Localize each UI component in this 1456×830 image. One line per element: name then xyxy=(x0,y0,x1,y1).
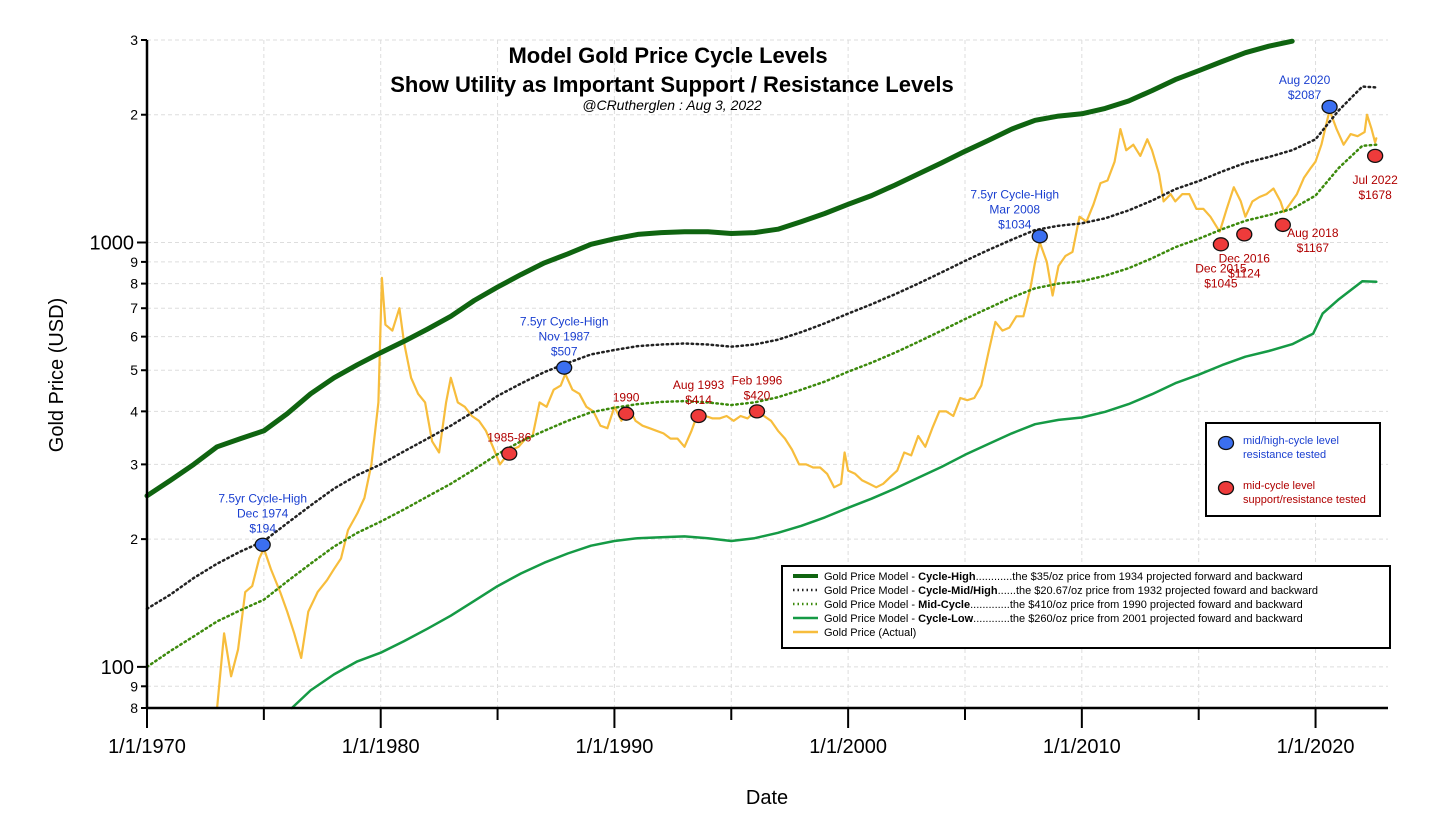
series-lines xyxy=(144,38,1378,710)
y-tick-label: 4 xyxy=(130,403,138,419)
marker-legend-box xyxy=(1205,422,1381,517)
annotation-label: Aug 1993 xyxy=(673,378,725,392)
legend-entry: Gold Price Model - Cycle-Mid/High......t… xyxy=(824,585,1318,597)
legend-entry: Gold Price Model - Cycle-High...........… xyxy=(824,571,1303,583)
y-tick-label: 1000 xyxy=(90,232,135,254)
annotation-marker-blue xyxy=(254,537,271,552)
y-tick-label: 8 xyxy=(130,276,138,292)
annotation-label: Aug 2018 xyxy=(1287,226,1339,240)
marker-legend-swatch-red xyxy=(1217,480,1235,496)
annotation-marker-red xyxy=(1274,217,1291,233)
chart-title-line2: Show Utility as Important Support / Resi… xyxy=(390,72,954,97)
y-tick-label: 7 xyxy=(130,300,138,316)
annotation-label: $1678 xyxy=(1358,188,1392,202)
y-tick-label: 3 xyxy=(130,32,138,48)
x-tick-label: 1/1/2000 xyxy=(809,736,887,758)
annotation-label: Jul 2022 xyxy=(1352,173,1398,187)
y-tick-label: 2 xyxy=(130,107,138,123)
y-tick-label: 9 xyxy=(130,254,138,270)
series-line-cycle-high xyxy=(144,38,1295,499)
annotation-marker-red xyxy=(617,406,635,421)
annotation-label: Dec 1974 xyxy=(237,507,289,521)
y-tick-label: 3 xyxy=(130,456,138,472)
annotation-label: $194 xyxy=(249,522,276,536)
annotation-label: 7.5yr Cycle-High xyxy=(218,492,307,506)
annotation-label: $1124 xyxy=(1228,266,1261,280)
y-tick-label: 8 xyxy=(130,700,138,716)
y-tick-label: 6 xyxy=(130,329,138,345)
legend-entry: Gold Price (Actual) xyxy=(824,627,916,639)
line-legend-box xyxy=(781,565,1391,649)
annotation-marker-red xyxy=(748,404,766,419)
x-tick-label: 1/1/2020 xyxy=(1277,736,1355,758)
y-tick-label: 5 xyxy=(130,362,138,378)
annotation-label: 7.5yr Cycle-High xyxy=(970,187,1059,201)
marker-legend-label: mid-cycle level xyxy=(1243,480,1315,492)
annotation-label: $2087 xyxy=(1288,88,1322,102)
annotation-label: Aug 2020 xyxy=(1279,73,1331,87)
annotation-label: $414 xyxy=(685,393,712,407)
annotation-label: $420 xyxy=(744,388,771,402)
legend-entry: Gold Price Model - Cycle-Low............… xyxy=(824,613,1303,625)
series-line-mid-cycle xyxy=(145,143,1378,669)
x-tick-label: 1/1/1970 xyxy=(108,736,186,758)
marker-legend-label: resistance tested xyxy=(1243,449,1326,461)
annotation-marker-red xyxy=(690,408,707,424)
annotation-label: $1045 xyxy=(1204,276,1238,290)
y-tick-label: 9 xyxy=(130,678,138,694)
annotation-marker-red xyxy=(1366,148,1384,164)
annotation-marker-blue xyxy=(556,360,573,375)
annotation-marker-red xyxy=(1236,227,1253,242)
marker-legend-swatch-blue xyxy=(1217,435,1235,451)
y-tick-label: 100 xyxy=(101,657,134,679)
series-line-cycle-mid-high xyxy=(145,85,1378,611)
annotation-label: 1990 xyxy=(613,391,640,405)
annotation-label: 7.5yr Cycle-High xyxy=(520,315,609,329)
annotation-label: Mar 2008 xyxy=(989,202,1040,216)
annotation-marker-blue xyxy=(1321,99,1338,115)
annotation-label: Dec 2016 xyxy=(1219,251,1271,265)
x-tick-label: 1/1/2010 xyxy=(1043,736,1121,758)
annotation-label: $507 xyxy=(551,345,578,359)
series-line-actual xyxy=(216,109,1378,710)
annotation-marker-red xyxy=(501,446,518,461)
annotation-label: $1167 xyxy=(1297,241,1330,255)
chart-subtitle: @CRutherglen : Aug 3, 2022 xyxy=(582,97,762,113)
annotation-marker-blue xyxy=(1031,229,1048,244)
marker-legend-label: mid/high-cycle level xyxy=(1243,435,1339,447)
y-axis-title: Gold Price (USD) xyxy=(46,298,68,452)
line-legend: Gold Price Model - Cycle-High...........… xyxy=(781,565,1391,649)
marker-legend-label: support/resistance tested xyxy=(1243,494,1366,506)
x-tick-label: 1/1/1980 xyxy=(342,736,420,758)
y-tick-label: 2 xyxy=(130,531,138,547)
legend-entry: Gold Price Model - Mid-Cycle............… xyxy=(824,599,1303,611)
annotation-label: Dec 2015 xyxy=(1195,261,1247,275)
x-axis-title: Date xyxy=(746,787,788,809)
series-line-cycle-low xyxy=(290,280,1378,710)
x-tick-label: 1/1/1990 xyxy=(575,736,653,758)
annotation-marker-red xyxy=(1212,237,1230,252)
annotation-label: 1985-86 xyxy=(487,431,531,445)
annotation-label: Feb 1996 xyxy=(732,373,783,387)
chart-title: Model Gold Price Cycle Levels xyxy=(508,43,827,68)
annotation-label: $1034 xyxy=(998,217,1032,231)
marker-legend: mid/high-cycle level resistance tested mid… xyxy=(1205,422,1381,517)
annotation-label: Nov 1987 xyxy=(538,330,590,344)
grid-lines xyxy=(146,39,1388,709)
